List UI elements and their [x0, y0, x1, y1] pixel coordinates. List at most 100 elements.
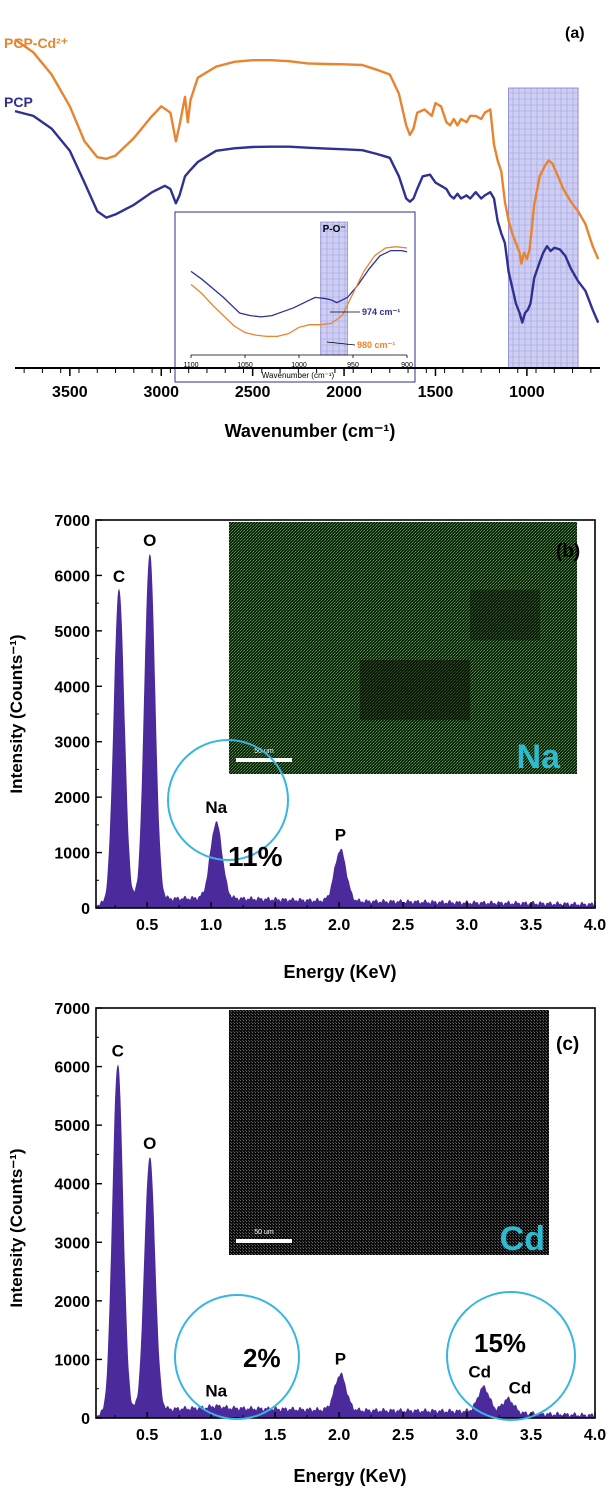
inset-series-line-0	[190, 249, 408, 318]
x-axis-label-a: Wavenumber (cm⁻¹)	[225, 421, 396, 441]
x-tick-label: 2500	[235, 384, 271, 401]
peak-label-o: O	[143, 531, 156, 550]
y-tick-label: 5000	[54, 624, 90, 641]
x-tick-label: 1.0	[200, 1427, 222, 1444]
na-highlight-circle	[167, 739, 289, 861]
peak-label-c: C	[113, 567, 125, 586]
na-percent-annotation: 11%	[228, 841, 283, 872]
peak-label-c: C	[112, 1042, 124, 1061]
y-tick-label: 4000	[54, 679, 90, 696]
x-tick-label: 0.5	[136, 917, 158, 934]
x-tick-label: 2.5	[392, 1427, 414, 1444]
peak-label-p: P	[335, 825, 346, 844]
x-tick-label: 4.0	[584, 1427, 606, 1444]
cd-map-element-label: Cd	[500, 1220, 545, 1258]
series-label-pcp-cd: PCP-Cd²⁺	[4, 35, 68, 51]
y-tick-label: 2000	[54, 1294, 90, 1311]
x-tick-label: 1500	[418, 384, 454, 401]
peak-label-na: Na	[205, 1381, 227, 1400]
x-tick-label: 2000	[326, 384, 362, 401]
y-axis-label-b: Intensity (Counts⁻¹)	[7, 634, 26, 793]
inset-chart: P-O⁻ 1100 1050 1000 950 900 Wavenumber (cm⁻¹…	[174, 211, 416, 383]
x-tick-label: 1.5	[264, 1427, 286, 1444]
na-scale-bar	[236, 758, 292, 762]
panel-label-a: (a)	[565, 25, 585, 42]
x-tick-label: 4.0	[584, 917, 606, 934]
series-line-1	[14, 109, 600, 324]
y-tick-label: 6000	[54, 568, 90, 585]
cd-percent-annotation: 15%	[474, 1328, 526, 1358]
axes-b: 0 1000 2000 3000 4000 5000 6000 7000 0.5 1.0 1.5 2.…	[54, 513, 606, 934]
inset-tick-label: 1000	[291, 362, 307, 369]
y-tick-label: 5000	[54, 1118, 90, 1135]
x-tick-label: 3.0	[456, 1427, 478, 1444]
na-percent-annotation-c: 2%	[243, 1343, 281, 1373]
cd-scale-bar-label: 50 um	[254, 1229, 274, 1236]
inset-xlabel: Wavenumber (cm⁻¹)	[262, 371, 335, 380]
eds-panel-cd: 50 um Cd C O Na P Cd Cd 0 1000 2000 3000 4000 5000…	[7, 1001, 606, 1486]
panel-label-c: (c)	[556, 1034, 579, 1055]
y-tick-label: 7000	[54, 1001, 90, 1018]
highlight-band	[508, 87, 579, 369]
na-map-image	[229, 522, 577, 774]
peak-label-na: Na	[205, 798, 227, 817]
x-tick-label: 0.5	[136, 1427, 158, 1444]
inset-band	[320, 221, 348, 356]
spectrum-area	[95, 554, 596, 909]
x-tick-label: 3.5	[520, 1427, 542, 1444]
y-tick-label: 0	[81, 901, 90, 918]
y-tick-label: 6000	[54, 1060, 90, 1077]
inset-tick-label: 1050	[237, 362, 253, 369]
x-tick-label: 2.0	[328, 917, 350, 934]
x-axis-label-b: Energy (KeV)	[283, 962, 396, 982]
eds-spectrum-na: CO Na P	[95, 531, 596, 909]
panel-label-b: (b)	[556, 541, 580, 562]
inset-annotation-974: 974 cm⁻¹	[362, 307, 400, 317]
na-map-dark-region	[360, 660, 470, 720]
x-tick-label: 1.5	[264, 917, 286, 934]
peak-label-p: P	[335, 1350, 346, 1369]
inset-series-group	[190, 246, 408, 338]
inset-arrow-980	[326, 341, 356, 346]
axes-c: 0 1000 2000 3000 4000 5000 6000 7000 0.5 1.0 1.5 2.…	[54, 1001, 606, 1444]
y-tick-label: 4000	[54, 1177, 90, 1194]
inset-frame	[174, 211, 416, 383]
na-highlight-circle-c	[174, 1294, 300, 1420]
inset-annotation-980: 980 cm⁻¹	[357, 340, 395, 350]
x-tick-label: 3.5	[520, 917, 542, 934]
x-axis-label-c: Energy (KeV)	[293, 1466, 406, 1486]
y-tick-label: 1000	[54, 1352, 90, 1369]
ftir-series-group	[14, 38, 600, 324]
x-tick-label: 1000	[509, 384, 545, 401]
y-tick-label: 3000	[54, 1235, 90, 1252]
peak-label-cd: Cd	[468, 1363, 491, 1382]
x-tick-label: 2.5	[392, 917, 414, 934]
series-line-0	[14, 38, 600, 265]
peak-label-o: O	[143, 1134, 156, 1153]
spectrum-area	[95, 1064, 596, 1419]
eds-spectrum-cd: C O Na P Cd Cd	[95, 1042, 596, 1419]
inset-series-line-1	[190, 246, 408, 338]
x-tick-label: 3000	[143, 384, 179, 401]
inset-tick-label: 1100	[183, 362, 198, 369]
y-tick-label: 7000	[54, 513, 90, 530]
x-tick-group-a: 3500 3000 2500 2000 1500 1000	[23, 368, 592, 401]
ftir-panel: (a) PCP-Cd²⁺ PCP P-O⁻ 1100 1050 1000 950 900…	[4, 25, 600, 441]
inset-tick-group: 1100 1050 1000 950 900	[183, 355, 413, 369]
inset-tick-label: 900	[401, 362, 413, 369]
y-tick-label: 3000	[54, 735, 90, 752]
cd-map-image	[229, 1010, 549, 1255]
y-tick-label: 2000	[54, 790, 90, 807]
na-map-dark-region-2	[470, 590, 540, 640]
y-axis-label-c: Intensity (Counts⁻¹)	[7, 1148, 26, 1307]
na-map-element-label: Na	[517, 738, 562, 776]
x-tick-label: 1.0	[200, 917, 222, 934]
cd-scale-bar	[236, 1239, 292, 1243]
y-tick-label: 1000	[54, 846, 90, 863]
inset-band-label: P-O⁻	[323, 224, 346, 235]
x-tick-label: 3500	[52, 384, 88, 401]
peak-label-cd: Cd	[509, 1378, 532, 1397]
series-label-pcp: PCP	[4, 94, 33, 110]
